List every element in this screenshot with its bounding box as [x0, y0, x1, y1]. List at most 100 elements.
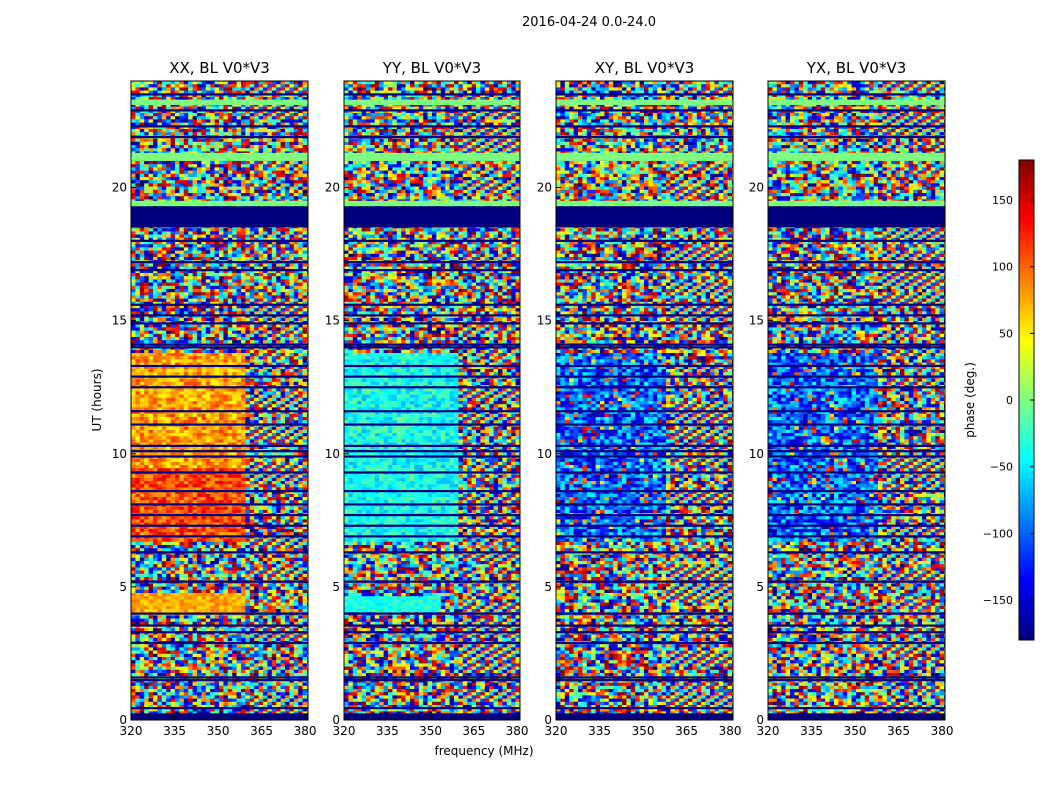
heatmap-cell	[223, 180, 229, 184]
heatmap-cell	[157, 84, 163, 88]
heatmap-cell	[214, 461, 220, 466]
heatmap-cell	[298, 445, 303, 450]
heatmap-cell	[298, 433, 303, 437]
heatmap-cell	[131, 295, 136, 299]
heatmap-cell	[293, 305, 299, 309]
heatmap-cell	[170, 129, 176, 133]
heatmap-cell	[153, 116, 158, 120]
heatmap-cell	[131, 353, 136, 357]
heatmap-cell	[254, 170, 259, 175]
heatmap-cell	[192, 97, 198, 101]
heatmap-cell	[219, 247, 224, 251]
heatmap-cell	[293, 417, 299, 421]
heatmap-cell	[170, 362, 176, 367]
heatmap-cell	[197, 122, 202, 127]
heatmap-cell	[232, 125, 237, 130]
heatmap-cell	[214, 170, 220, 175]
heatmap-cell	[276, 97, 281, 101]
heatmap-cell	[285, 413, 290, 418]
heatmap-cell	[302, 407, 308, 411]
heatmap-cell	[144, 404, 149, 408]
heatmap-cell	[258, 292, 264, 296]
heatmap-cell	[175, 359, 180, 363]
heatmap-cell	[144, 125, 149, 130]
heatmap-cell	[188, 330, 193, 335]
heatmap-cell	[148, 349, 154, 354]
heatmap-cell	[175, 180, 180, 184]
heatmap-cell	[214, 109, 220, 114]
heatmap-cell	[232, 401, 237, 405]
heatmap-cell	[254, 381, 259, 386]
heatmap-cell	[205, 353, 211, 357]
heatmap-cell	[157, 365, 163, 370]
heatmap-cell	[267, 250, 273, 255]
heatmap-cell	[139, 289, 145, 293]
heatmap-cell	[254, 273, 259, 277]
heatmap-cell	[153, 103, 158, 107]
heatmap-cell	[285, 132, 290, 136]
heatmap-cell	[179, 282, 185, 287]
heatmap-cell	[161, 369, 167, 373]
heatmap-cell	[144, 279, 149, 283]
heatmap-cell	[258, 369, 264, 373]
heatmap-cell	[280, 276, 286, 280]
heatmap-cell	[192, 183, 198, 187]
heatmap-cell	[302, 183, 308, 187]
heatmap-cell	[157, 378, 163, 383]
heatmap-cell	[144, 141, 149, 146]
heatmap-cell	[188, 391, 193, 395]
heatmap-cell	[245, 186, 251, 191]
heatmap-cell	[267, 269, 273, 274]
heatmap-cell	[192, 365, 198, 370]
heatmap-cell	[205, 439, 211, 443]
heatmap-cell	[227, 330, 233, 335]
heatmap-cell	[267, 295, 273, 299]
heatmap-cell	[179, 138, 185, 143]
heatmap-cell	[153, 253, 158, 258]
heatmap-cell	[214, 426, 220, 431]
heatmap-cell	[227, 81, 233, 85]
heatmap-cell	[236, 93, 242, 98]
heatmap-cell	[166, 173, 171, 178]
heatmap-cell	[205, 317, 211, 322]
heatmap-cell	[302, 81, 308, 85]
heatmap-cell	[157, 388, 163, 392]
heatmap-cell	[302, 173, 308, 178]
heatmap-cell	[280, 84, 286, 88]
heatmap-cell	[175, 468, 180, 472]
heatmap-cell	[258, 266, 264, 271]
heatmap-cell	[232, 388, 237, 392]
heatmap-cell	[188, 241, 193, 245]
heatmap-cell	[166, 177, 171, 181]
heatmap-cell	[236, 381, 242, 386]
heatmap-cell	[258, 250, 264, 255]
heatmap-cell	[205, 170, 211, 175]
heatmap-cell	[166, 413, 171, 418]
heatmap-cell	[170, 170, 176, 175]
heatmap-cell	[188, 295, 193, 299]
heatmap-cell	[131, 417, 136, 421]
heatmap-cell	[267, 113, 273, 117]
heatmap-cell	[148, 193, 154, 197]
heatmap-cell	[254, 298, 259, 303]
heatmap-cell	[245, 429, 251, 434]
heatmap-cell	[179, 241, 185, 245]
heatmap-cell	[263, 231, 268, 235]
heatmap-cell	[276, 401, 281, 405]
heatmap-cell	[249, 234, 255, 239]
heatmap-cell	[192, 420, 198, 424]
heatmap-cell	[166, 228, 171, 232]
heatmap-cell	[249, 420, 255, 424]
heatmap-cell	[197, 468, 202, 472]
heatmap-cell	[210, 183, 215, 187]
heatmap-cell	[276, 458, 281, 463]
heatmap-cell	[161, 138, 167, 143]
heatmap-cell	[280, 234, 286, 239]
heatmap-cell	[302, 109, 308, 114]
heatmap-cell	[183, 340, 189, 344]
heatmap-cell	[232, 81, 237, 85]
heatmap-cell	[205, 324, 211, 328]
heatmap-cell	[258, 189, 264, 194]
heatmap-cell	[293, 298, 299, 303]
heatmap-cell	[293, 394, 299, 399]
